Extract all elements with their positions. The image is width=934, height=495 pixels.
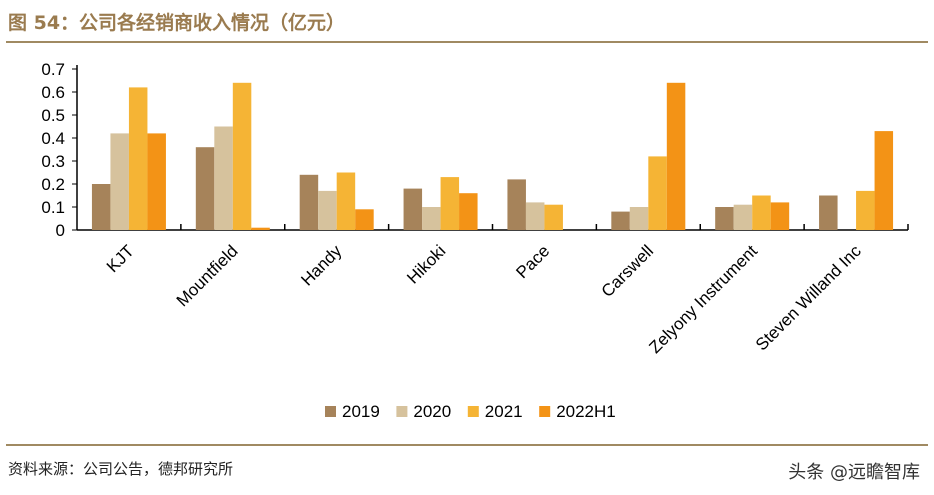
bar-2021-carswell bbox=[648, 156, 667, 230]
bar-2021-mountfield bbox=[232, 82, 252, 230]
bar-2022H1-steven-willand-inc bbox=[874, 131, 894, 230]
bar-2022H1-kjt bbox=[147, 133, 166, 230]
source-note: 资料来源：公司公告，德邦研究所 bbox=[8, 460, 234, 478]
x-tick-label: Hikoki bbox=[403, 241, 449, 287]
bar-2022H1-carswell bbox=[666, 82, 686, 230]
bar-2019-pace bbox=[507, 179, 526, 230]
bar-2021-zelyony-instrument bbox=[752, 195, 771, 230]
bar-2022H1-handy bbox=[355, 209, 374, 230]
x-tick-label: Carswell bbox=[598, 241, 658, 301]
legend-swatch-2021 bbox=[467, 406, 479, 417]
bottom-divider bbox=[6, 444, 928, 446]
bar-2020-zelyony-instrument bbox=[733, 204, 753, 230]
bar-2021-hikoki bbox=[440, 177, 460, 230]
watermark: 头条 @远瞻智库 bbox=[788, 462, 920, 483]
bar-2021-pace bbox=[544, 204, 563, 230]
y-tick-label: 0.6 bbox=[41, 83, 65, 102]
legend-swatch-2020 bbox=[396, 406, 408, 417]
legend-swatch-2022H1 bbox=[539, 406, 551, 417]
y-tick-label: 0 bbox=[56, 221, 65, 240]
legend-label-2020: 2020 bbox=[413, 402, 451, 421]
top-divider bbox=[6, 41, 928, 43]
y-tick-label: 0.4 bbox=[41, 129, 65, 148]
bar-2020-hikoki bbox=[422, 207, 441, 230]
bar-2022H1-hikoki bbox=[459, 193, 478, 230]
x-tick-label: Handy bbox=[297, 241, 346, 290]
legend-swatch-2019 bbox=[325, 406, 336, 417]
y-tick-label: 0.7 bbox=[41, 60, 65, 79]
x-tick-label: Zelyony Instrument bbox=[645, 241, 761, 357]
bar-2021-kjt bbox=[128, 87, 148, 231]
bar-2019-zelyony-instrument bbox=[715, 207, 734, 230]
y-tick-label: 0.5 bbox=[41, 106, 65, 125]
x-tick-label: Mountfield bbox=[173, 241, 242, 310]
bar-2021-handy bbox=[336, 172, 356, 230]
bar-2019-hikoki bbox=[403, 188, 423, 230]
bar-2019-carswell bbox=[611, 211, 630, 230]
bar-2022H1-zelyony-instrument bbox=[770, 202, 790, 230]
bar-2019-steven-willand-inc bbox=[819, 195, 838, 230]
bar-2022H1-mountfield bbox=[251, 227, 270, 230]
legend-label-2022H1: 2022H1 bbox=[556, 402, 616, 421]
x-tick-label: Steven Willand Inc bbox=[752, 241, 865, 354]
bar-2021-steven-willand-inc bbox=[856, 190, 875, 230]
bar-2019-handy bbox=[299, 174, 319, 230]
y-tick-label: 0.2 bbox=[41, 175, 65, 194]
bar-2020-carswell bbox=[629, 207, 649, 230]
bar-2020-kjt bbox=[110, 133, 129, 230]
bar-2019-kjt bbox=[91, 184, 111, 230]
bar-2020-pace bbox=[525, 202, 545, 230]
bar-chart: 0 0.1 0.2 0.3 0.4 0.5 0.6 0.7 KJT Mountfield Handy… bbox=[41, 60, 909, 421]
legend-label-2021: 2021 bbox=[485, 402, 523, 421]
x-tick-label: KJT bbox=[103, 241, 138, 276]
x-tick-label: Pace bbox=[512, 241, 553, 282]
y-tick-label: 0.3 bbox=[41, 152, 65, 171]
figure-title: 图 54：公司各经销商收入情况（亿元） bbox=[8, 12, 346, 34]
y-tick-label: 0.1 bbox=[41, 198, 65, 217]
legend-label-2019: 2019 bbox=[342, 402, 380, 421]
bar-2020-mountfield bbox=[214, 126, 233, 230]
bar-2019-mountfield bbox=[195, 147, 215, 230]
bar-2020-handy bbox=[318, 190, 337, 230]
